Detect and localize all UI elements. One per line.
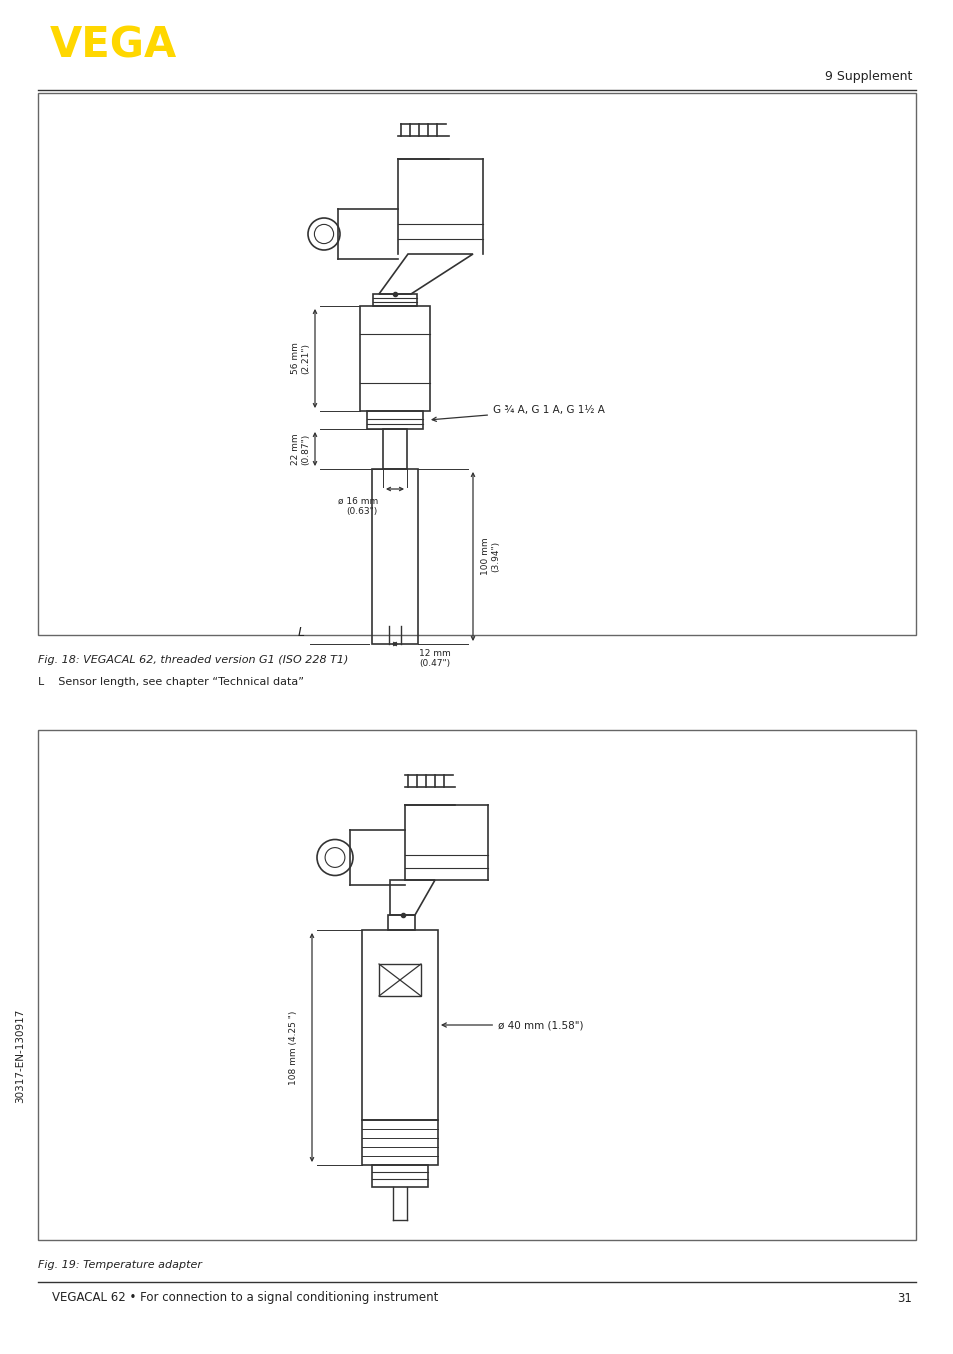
Text: VEGA: VEGA [50, 24, 177, 66]
Text: L: L [297, 626, 304, 639]
Bar [372, 468, 417, 645]
Text: VEGACAL 62 • For connection to a signal conditioning instrument: VEGACAL 62 • For connection to a signal … [52, 1292, 438, 1304]
Text: G ¾ A, G 1 A, G 1½ A: G ¾ A, G 1 A, G 1½ A [432, 405, 604, 421]
Text: 12 mm
(0.47"): 12 mm (0.47") [418, 649, 450, 669]
Text: 9 Supplement: 9 Supplement [823, 70, 911, 83]
Bar [367, 412, 422, 429]
Text: 108 mm (4.25 "): 108 mm (4.25 ") [289, 1010, 298, 1085]
Text: 100 mm
(3.94"): 100 mm (3.94") [481, 538, 500, 575]
Bar [38, 93, 915, 635]
Bar [361, 1120, 437, 1164]
Bar [388, 915, 415, 930]
Bar [382, 429, 407, 468]
Text: 56 mm
(2.21"): 56 mm (2.21") [291, 343, 311, 375]
Text: ø 16 mm
(0.63"): ø 16 mm (0.63") [337, 497, 377, 516]
Text: Fig. 18: VEGACAL 62, threaded version G1 (ISO 228 T1): Fig. 18: VEGACAL 62, threaded version G1… [38, 655, 348, 665]
Text: L    Sensor length, see chapter “Technical data”: L Sensor length, see chapter “Technical … [38, 677, 304, 686]
Bar [372, 1164, 428, 1187]
Bar [378, 964, 420, 997]
Text: 31: 31 [896, 1292, 911, 1304]
Bar [38, 730, 915, 1240]
Bar [373, 294, 416, 306]
Bar [359, 306, 430, 412]
Text: Fig. 19: Temperature adapter: Fig. 19: Temperature adapter [38, 1261, 202, 1270]
Text: 22 mm
(0.87"): 22 mm (0.87") [291, 433, 311, 464]
Text: ø 40 mm (1.58"): ø 40 mm (1.58") [441, 1020, 583, 1030]
Bar [361, 930, 437, 1120]
Text: 30317-EN-130917: 30317-EN-130917 [15, 1009, 25, 1104]
